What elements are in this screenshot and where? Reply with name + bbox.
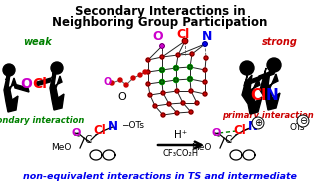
Circle shape [160, 80, 164, 84]
Circle shape [110, 81, 114, 85]
Circle shape [240, 61, 254, 75]
Circle shape [176, 53, 180, 57]
Text: OTs: OTs [290, 122, 306, 132]
Circle shape [174, 66, 178, 70]
Circle shape [203, 92, 207, 96]
Circle shape [146, 82, 150, 86]
Circle shape [187, 77, 193, 81]
Circle shape [167, 102, 171, 106]
Text: H⁺: H⁺ [174, 130, 188, 140]
Circle shape [3, 64, 15, 76]
Circle shape [173, 66, 178, 70]
Text: CF₃CO₂H: CF₃CO₂H [163, 149, 199, 158]
Text: O: O [211, 128, 221, 138]
Text: strong: strong [262, 37, 298, 47]
Polygon shape [242, 72, 262, 114]
Text: non-equivalent interactions in TS and intermediate: non-equivalent interactions in TS and in… [23, 172, 297, 181]
Circle shape [138, 73, 142, 77]
Polygon shape [258, 70, 275, 80]
Text: Neighboring Group Participation: Neighboring Group Participation [52, 16, 268, 29]
Circle shape [153, 104, 157, 108]
Polygon shape [50, 70, 64, 110]
Circle shape [174, 78, 178, 82]
Circle shape [187, 64, 193, 70]
Text: secondary interaction: secondary interaction [0, 116, 85, 125]
Text: N: N [265, 88, 278, 104]
Circle shape [189, 89, 193, 93]
Text: weak: weak [24, 37, 52, 47]
Circle shape [195, 101, 199, 105]
Polygon shape [260, 68, 280, 110]
Text: N: N [108, 121, 118, 133]
Text: N: N [202, 30, 212, 43]
Circle shape [146, 58, 150, 62]
Text: primary interaction: primary interaction [222, 111, 314, 120]
Polygon shape [36, 78, 51, 86]
Polygon shape [14, 84, 29, 92]
Circle shape [51, 62, 63, 74]
Circle shape [175, 111, 179, 115]
Circle shape [146, 70, 150, 74]
Circle shape [131, 76, 135, 80]
Text: Cl: Cl [32, 77, 48, 91]
Text: O: O [104, 77, 112, 87]
Circle shape [203, 42, 207, 46]
Text: ⊕: ⊕ [254, 118, 262, 128]
Circle shape [188, 77, 192, 81]
Text: O: O [71, 128, 81, 138]
Text: Cl: Cl [234, 123, 247, 136]
Circle shape [181, 101, 185, 105]
Circle shape [267, 58, 281, 72]
Circle shape [148, 93, 152, 97]
Text: −OTs: −OTs [121, 121, 144, 129]
Circle shape [161, 91, 165, 95]
Text: MeO: MeO [192, 143, 212, 153]
Circle shape [203, 68, 207, 72]
Text: C: C [224, 135, 232, 145]
Circle shape [173, 77, 178, 83]
Polygon shape [4, 72, 18, 112]
Text: Secondary Interactions in: Secondary Interactions in [75, 5, 245, 18]
Circle shape [160, 44, 164, 48]
Text: N: N [248, 121, 258, 133]
Circle shape [160, 67, 164, 73]
Circle shape [182, 38, 188, 44]
Text: Cl: Cl [94, 123, 106, 136]
Text: O: O [153, 30, 163, 43]
Circle shape [189, 110, 193, 114]
Circle shape [175, 89, 179, 93]
Polygon shape [244, 76, 261, 86]
Circle shape [160, 55, 164, 59]
Circle shape [160, 80, 164, 84]
Text: O: O [20, 77, 32, 91]
Circle shape [190, 52, 194, 56]
Circle shape [160, 68, 164, 72]
Circle shape [124, 83, 128, 87]
Text: C: C [84, 135, 92, 145]
Circle shape [204, 56, 208, 60]
Circle shape [118, 78, 122, 82]
Circle shape [161, 113, 165, 117]
Circle shape [203, 80, 207, 84]
Circle shape [188, 65, 192, 69]
Text: Cl: Cl [250, 88, 266, 104]
Text: Cl: Cl [176, 28, 190, 40]
Text: ⊖: ⊖ [299, 116, 307, 126]
Text: MeO: MeO [52, 143, 72, 153]
Text: O: O [117, 92, 126, 102]
Circle shape [143, 70, 147, 74]
